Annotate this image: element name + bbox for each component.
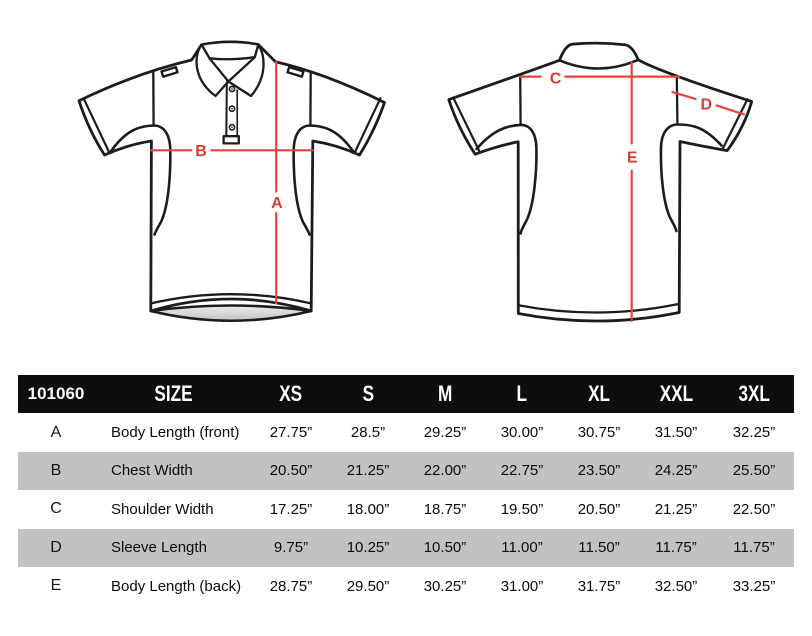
svg-text:D: D: [701, 97, 713, 114]
svg-text:A: A: [271, 195, 283, 212]
svg-text:E: E: [627, 149, 638, 166]
svg-text:B: B: [195, 143, 207, 160]
svg-text:C: C: [550, 70, 562, 87]
